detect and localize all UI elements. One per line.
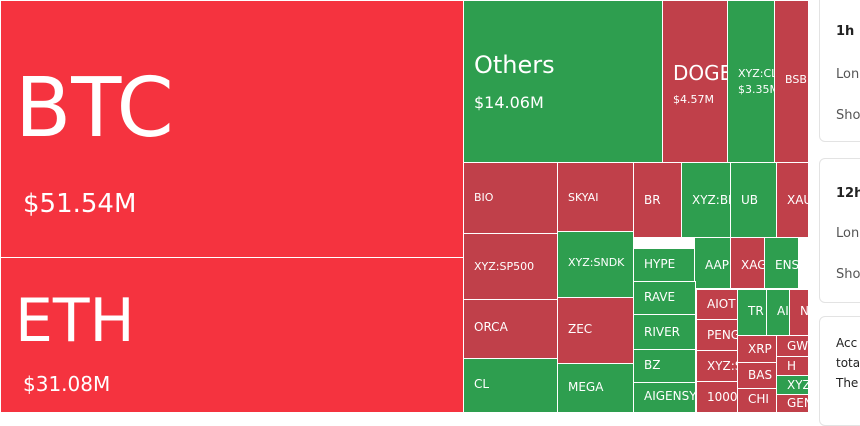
tile-label: CHI [748, 392, 769, 406]
tile-label: CL [474, 377, 490, 391]
tile[interactable]: DOGE $4.57M [662, 0, 728, 163]
tile[interactable]: BIO [463, 162, 558, 234]
tile[interactable]: BAS [737, 362, 777, 389]
row-label: Lon [836, 67, 860, 82]
row-label: Sho [836, 267, 860, 282]
period: 12h [836, 186, 860, 201]
tile-label: XYZ:SP500 [474, 260, 535, 273]
tile-label: AAP [705, 258, 729, 272]
tile-label: XAG [741, 258, 765, 272]
tile-label: AIGENSY [644, 389, 696, 403]
tile-label: TR [748, 304, 764, 318]
tile-label: GWE [787, 339, 809, 353]
tile-label: AIOT [707, 297, 736, 311]
tile[interactable]: Others $14.06M [463, 0, 663, 163]
tile[interactable]: SKYAI [557, 162, 634, 232]
tile-value: $14.06M [474, 93, 544, 112]
tile-label: Others [474, 51, 555, 79]
note: Acc [836, 336, 858, 350]
tile[interactable]: BTC $51.54M [0, 0, 464, 258]
tile-value: $4.57M [673, 93, 714, 106]
tile-label: XYZ:BI [692, 193, 731, 207]
tile[interactable]: XAU [776, 162, 809, 238]
tile[interactable]: XYZ:SP500 [463, 233, 558, 300]
tile[interactable]: RIVER [633, 314, 696, 350]
note: The [836, 376, 859, 390]
period: 1h [836, 24, 855, 39]
tile-label: 1000L [707, 390, 738, 404]
tile-label: BR [644, 193, 661, 207]
tile-label: BTC [15, 61, 174, 156]
tile[interactable]: CHI [737, 388, 777, 413]
tile-label: MEGA [568, 380, 604, 394]
tile[interactable]: CL [463, 358, 558, 413]
tile-label: PENG [707, 328, 738, 342]
tile-label: BSB [785, 73, 807, 86]
tile-label: N [800, 304, 809, 318]
tile-label: SKYAI [568, 191, 599, 204]
tile-label: DOGE [673, 61, 728, 85]
row-label: Lon [836, 226, 860, 241]
tile[interactable]: MEGA [557, 363, 634, 413]
tile-label: UB [741, 193, 759, 207]
tile-value: $51.54M [23, 189, 137, 219]
tile-label: ORCA [474, 320, 508, 334]
tile[interactable]: ENS [764, 237, 799, 289]
tile-label: XYZ: [787, 378, 808, 392]
tile-label: RIVER [644, 325, 681, 339]
tile[interactable]: UB [730, 162, 777, 238]
tile-value: $3.35M [738, 83, 775, 96]
tile[interactable]: AI [766, 289, 790, 336]
tile-label: H [787, 359, 797, 373]
row-label: Sho [836, 108, 860, 123]
tile-label: BAS [748, 368, 773, 382]
tile[interactable]: XYZ: [776, 375, 809, 395]
tile[interactable]: XAG [730, 237, 765, 289]
tile[interactable]: ZEC [557, 297, 634, 364]
tile-label: ETH [15, 286, 135, 356]
tile[interactable]: GWE [776, 335, 809, 357]
tile-label: RAVE [644, 290, 676, 304]
tile[interactable]: HYPE [633, 248, 696, 282]
tile-label: XYZ:S [707, 359, 737, 373]
tile[interactable]: AIOT [696, 289, 738, 320]
tile[interactable]: BR [633, 162, 682, 238]
tile-label: XYZ:SNDK [568, 256, 625, 269]
tile[interactable]: GEN [776, 394, 809, 413]
tile-label: XRP [748, 342, 772, 356]
tile[interactable]: TR [737, 289, 767, 336]
card [819, 158, 860, 303]
tile[interactable]: XYZ:SNDK [557, 231, 634, 298]
tile-label: ENS [775, 258, 799, 272]
tile-value: $31.08M [23, 372, 111, 396]
tile[interactable]: ORCA [463, 299, 558, 359]
tile[interactable]: XYZ:CL $3.35M [727, 0, 775, 163]
tile-label: GEN [787, 396, 808, 410]
card [819, 0, 860, 142]
tile[interactable]: XYZ:S [696, 350, 738, 382]
tile[interactable]: ETH $31.08M [0, 257, 464, 413]
tile-label: BIO [474, 191, 494, 204]
tile-label: ZEC [568, 322, 593, 336]
tile[interactable]: BZ [633, 349, 696, 383]
tile-label: BZ [644, 358, 661, 372]
tile[interactable]: BSB [774, 0, 809, 163]
tile[interactable]: N [789, 289, 809, 336]
tile[interactable]: XRP [737, 335, 777, 363]
tile[interactable]: AAP [694, 237, 731, 289]
tile-label: XYZ:CL [738, 67, 775, 80]
card [819, 316, 860, 426]
tile[interactable]: 1000L [696, 381, 738, 413]
tile[interactable]: XYZ:BI [681, 162, 731, 238]
tile-label: XAU [787, 193, 808, 207]
tile[interactable]: PENG [696, 319, 738, 351]
note: tota [836, 356, 860, 370]
tile[interactable]: RAVE [633, 281, 696, 315]
tile[interactable]: AIGENSY [633, 382, 696, 413]
tile[interactable]: H [776, 356, 809, 376]
tile-label: AI [777, 304, 789, 318]
tile-label: HYPE [644, 257, 676, 271]
